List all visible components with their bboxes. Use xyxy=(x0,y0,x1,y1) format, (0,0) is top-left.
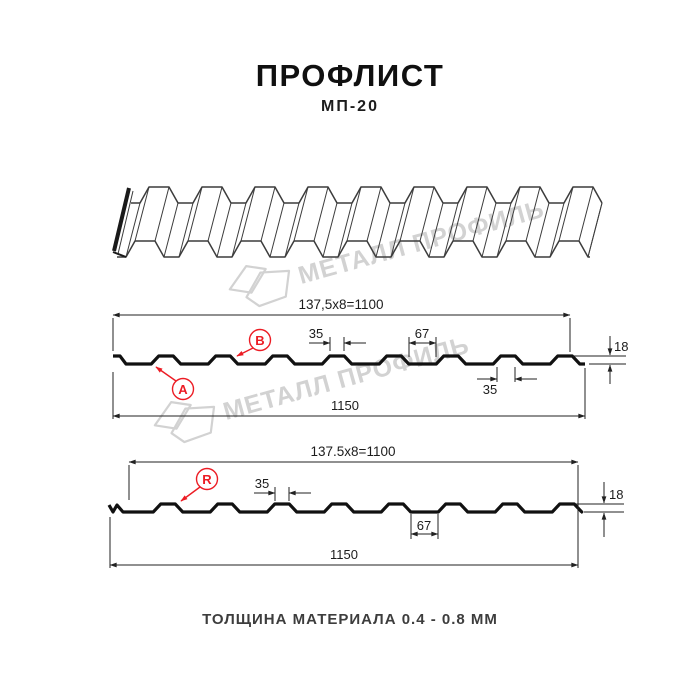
dim-label-1150: 1150 xyxy=(331,398,359,413)
rib-edge-line xyxy=(525,186,541,242)
dim-label-67: 67 xyxy=(415,326,429,341)
rib-edge-line xyxy=(269,202,285,258)
rib-edge-line xyxy=(346,186,362,242)
rib-edge-line xyxy=(481,202,497,258)
cross-section-top: 137,5x8=1100 35 67 18 35 xyxy=(112,297,628,419)
rib-edge-line xyxy=(163,202,179,258)
leader-line-b xyxy=(236,347,254,357)
profile-outline xyxy=(113,354,585,366)
rib-edge-line xyxy=(260,186,276,242)
dim-label-35-top: 35 xyxy=(309,326,323,341)
rib-edge-line xyxy=(187,186,203,242)
dim-label-18: 18 xyxy=(609,487,623,502)
rib-edge-line xyxy=(399,186,415,242)
brand-logo-icon xyxy=(170,405,216,444)
dim-label-67: 67 xyxy=(417,518,431,533)
sheet-3d-view xyxy=(112,186,603,258)
rib-edge-line xyxy=(313,186,329,242)
rib-edge-line xyxy=(293,186,309,242)
side-label-a-circle xyxy=(171,377,195,401)
dim-label-35-bottom: 35 xyxy=(483,382,497,397)
rib-edge-line xyxy=(240,186,256,242)
rib-edge-line xyxy=(558,186,574,242)
material-thickness-note: ТОЛЩИНА МАТЕРИАЛА 0.4 - 0.8 ММ xyxy=(202,611,498,628)
profile-outline xyxy=(107,502,584,514)
rib-edge-line xyxy=(390,202,406,258)
rib-edge-line xyxy=(366,186,382,242)
rib-edge-line xyxy=(578,186,594,242)
dim-label-1100: 137,5x8=1100 xyxy=(299,297,384,312)
rib-edge-line xyxy=(375,202,391,258)
sheet-left-cut-edge-line xyxy=(117,190,134,255)
rib-edge-line xyxy=(419,186,435,242)
rib-edge-line xyxy=(505,186,521,242)
rib-edge-line xyxy=(207,186,223,242)
rib-edge-line xyxy=(134,186,150,242)
rib-edge-line xyxy=(472,186,488,242)
page-title: ПРОФЛИСТ xyxy=(255,58,445,93)
rib-edge-line xyxy=(337,202,353,258)
rib-edge-line xyxy=(452,186,468,242)
leader-line-r xyxy=(180,486,201,502)
sheet-rib-lines xyxy=(125,186,603,258)
sheet-back-edge xyxy=(131,186,603,204)
side-label-r: R xyxy=(202,472,212,487)
rib-edge-line xyxy=(231,202,247,258)
leader-line-a xyxy=(155,366,177,382)
side-label-b-circle xyxy=(248,328,272,352)
rib-edge-line xyxy=(428,202,444,258)
rib-edge-line xyxy=(216,202,232,258)
dim-label-1150: 1150 xyxy=(330,547,358,562)
side-label-a: A xyxy=(178,382,188,397)
side-label-b: B xyxy=(255,333,264,348)
rib-edge-line xyxy=(496,202,512,258)
rib-edge-line xyxy=(322,202,338,258)
dim-label-18: 18 xyxy=(614,339,628,354)
rib-edge-line xyxy=(284,202,300,258)
side-label-r-circle xyxy=(195,467,219,491)
profile-model-name: МП-20 xyxy=(321,98,379,115)
brand-logo-icon xyxy=(153,401,192,430)
dim-label-1100: 137.5x8=1100 xyxy=(311,444,396,459)
rib-edge-line xyxy=(178,202,194,258)
watermark-upper: МЕТАЛЛ ПРОФИЛЬ xyxy=(228,195,548,308)
rib-edge-line xyxy=(125,202,141,258)
rib-edge-line xyxy=(549,202,565,258)
brand-logo-icon xyxy=(245,269,291,308)
rib-edge-line xyxy=(443,202,459,258)
brand-logo-icon xyxy=(228,265,267,294)
sheet-front-edge xyxy=(117,240,590,258)
sheet-left-foot xyxy=(112,251,127,258)
dim-label-35: 35 xyxy=(255,476,269,491)
sheet-right-cut-edge xyxy=(587,202,603,258)
sheet-left-cut-edge xyxy=(112,187,131,252)
rib-edge-line xyxy=(534,202,550,258)
cross-section-bottom: 137.5x8=1100 35 67 18 1150 R xyxy=(107,444,624,568)
rib-edge-line xyxy=(154,186,170,242)
